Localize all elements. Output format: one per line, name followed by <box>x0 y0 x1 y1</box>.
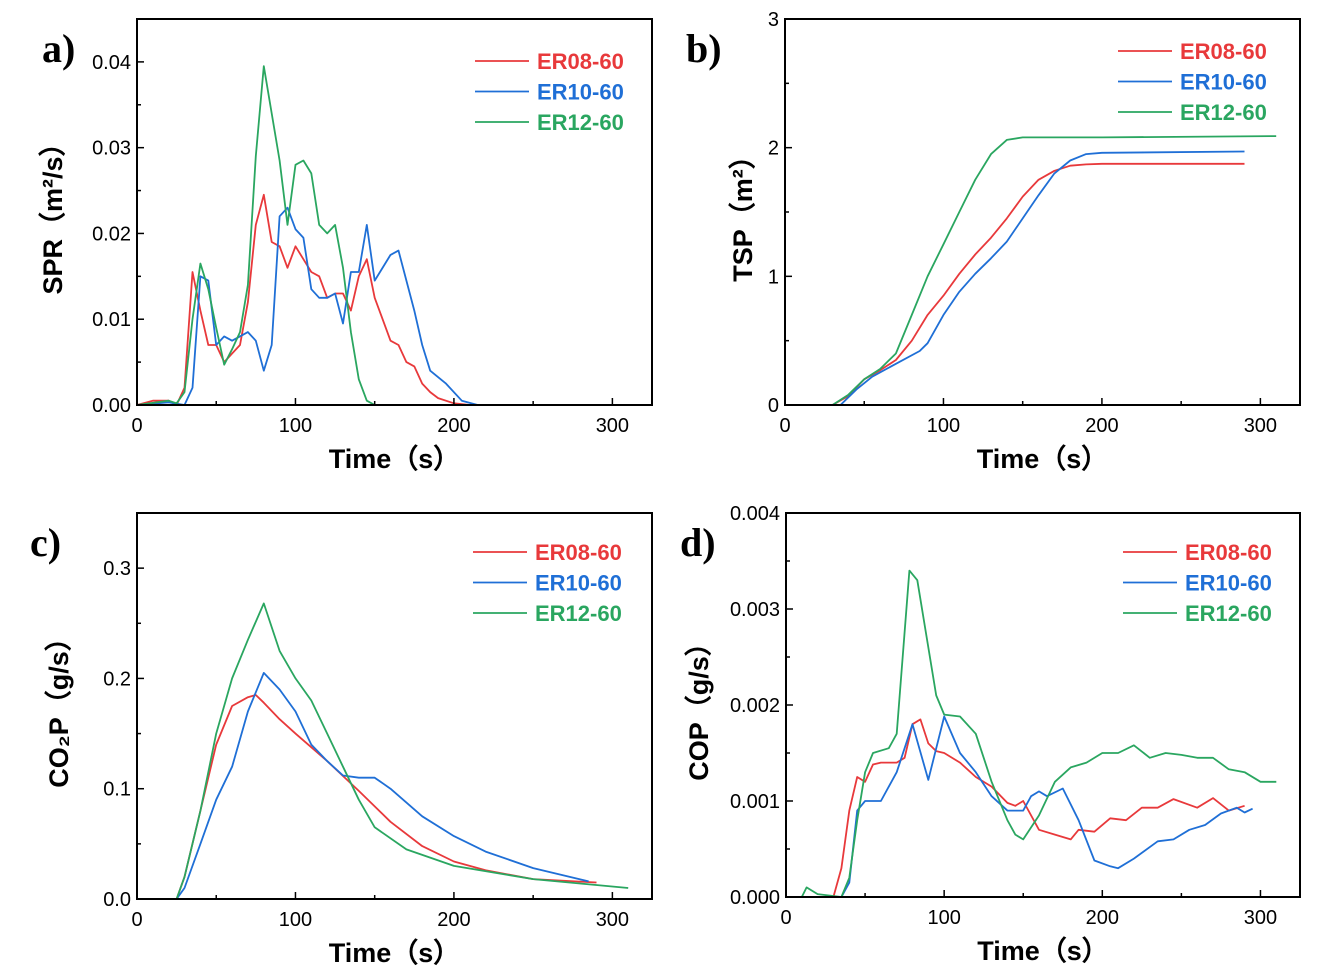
plot-frame <box>136 18 653 406</box>
legend-label: ER12-60 <box>537 110 624 135</box>
x-tick-label: 0 <box>779 415 790 437</box>
panel-label: b) <box>686 26 722 71</box>
x-axis-label: Time（s） <box>329 444 461 474</box>
x-tick-label: 300 <box>1244 907 1277 929</box>
x-tick-label: 200 <box>1086 907 1119 929</box>
series-line-er12-60 <box>136 65 613 406</box>
x-tick-label: 100 <box>279 909 312 931</box>
panel-label: a) <box>42 26 75 71</box>
y-tick-label: 0 <box>768 395 779 417</box>
y-tick-label: 0.03 <box>92 138 131 160</box>
x-tick-label: 100 <box>279 415 312 437</box>
y-tick-label: 0.003 <box>730 599 780 621</box>
y-tick-label: 0.1 <box>103 779 131 801</box>
y-axis-label: SPR（m²/s） <box>38 129 68 294</box>
y-tick-label: 1 <box>768 266 779 288</box>
x-tick-label: 0 <box>131 415 142 437</box>
x-tick-label: 200 <box>437 909 470 931</box>
y-tick-label: 0.000 <box>730 887 780 909</box>
series-line-er12-60 <box>786 569 1277 898</box>
legend-label: ER08-60 <box>535 540 622 565</box>
plot-frame <box>136 512 653 900</box>
y-tick-label: 0.002 <box>730 695 780 717</box>
legend-label: ER08-60 <box>537 49 624 74</box>
y-tick-label: 0.3 <box>103 558 131 580</box>
x-tick-label: 100 <box>927 907 960 929</box>
series-line-er08-60 <box>786 718 1245 898</box>
y-tick-label: 0.00 <box>92 395 131 417</box>
y-tick-label: 2 <box>768 138 779 160</box>
x-tick-label: 300 <box>1244 415 1277 437</box>
x-tick-label: 300 <box>596 909 629 931</box>
x-tick-label: 200 <box>1085 415 1118 437</box>
legend-label: ER10-60 <box>1180 70 1267 95</box>
series-line-er12-60 <box>137 602 629 900</box>
series-line-er10-60 <box>137 672 589 900</box>
x-axis-label: Time（s） <box>977 936 1109 966</box>
y-tick-label: 0.02 <box>92 223 131 245</box>
panel-label: c) <box>30 520 61 565</box>
x-tick-label: 0 <box>780 907 791 929</box>
y-axis-label: CO₂P（g/s） <box>44 624 74 788</box>
x-tick-label: 0 <box>131 909 142 931</box>
series-line-er10-60 <box>786 715 1253 898</box>
series-line-er10-60 <box>136 206 613 406</box>
series-line-er08-60 <box>785 162 1245 406</box>
x-tick-label: 100 <box>927 415 960 437</box>
subplot-b: ER08-60 ER10-60 ER12-60 0 100 200 300 0 1 2 3 Time（… <box>686 9 1301 474</box>
legend-label: ER10-60 <box>537 80 624 105</box>
series-line-er12-60 <box>785 135 1277 406</box>
x-tick-label: 200 <box>437 415 470 437</box>
series-line-er10-60 <box>785 150 1245 406</box>
x-tick-label: 300 <box>596 415 629 437</box>
series-line-er08-60 <box>136 193 613 406</box>
x-axis-label: Time（s） <box>977 444 1109 474</box>
subplot-d: ER08-60 ER10-60 ER12-60 0 100 200 300 0.000 0.00… <box>680 503 1301 966</box>
y-axis-label: TSP（m²） <box>728 142 758 282</box>
legend-label: ER10-60 <box>535 571 622 596</box>
legend-label: ER12-60 <box>535 601 622 626</box>
y-tick-label: 0.04 <box>92 52 131 74</box>
y-axis-label: COP（g/s） <box>684 629 714 781</box>
y-tick-label: 0.2 <box>103 668 131 690</box>
subplot-a: ER08-60 ER10-60 ER12-60 0 100 200 300 0.00 0.01 0… <box>38 18 653 474</box>
subplot-c: ER08-60 ER10-60 ER12-60 0 100 200 300 0.0 0.1 0.2… <box>30 512 653 968</box>
y-tick-label: 3 <box>768 9 779 31</box>
panel-label: d) <box>680 520 716 565</box>
legend-label: ER10-60 <box>1185 571 1272 596</box>
y-tick-label: 0.004 <box>730 503 780 525</box>
legend-label: ER08-60 <box>1185 540 1272 565</box>
y-tick-label: 0.001 <box>730 791 780 813</box>
legend-label: ER12-60 <box>1180 100 1267 125</box>
y-tick-label: 0.0 <box>103 889 131 911</box>
legend-label: ER12-60 <box>1185 601 1272 626</box>
y-tick-label: 0.01 <box>92 309 131 331</box>
legend-label: ER08-60 <box>1180 39 1267 64</box>
x-axis-label: Time（s） <box>329 938 461 968</box>
series-line-er08-60 <box>137 694 597 900</box>
